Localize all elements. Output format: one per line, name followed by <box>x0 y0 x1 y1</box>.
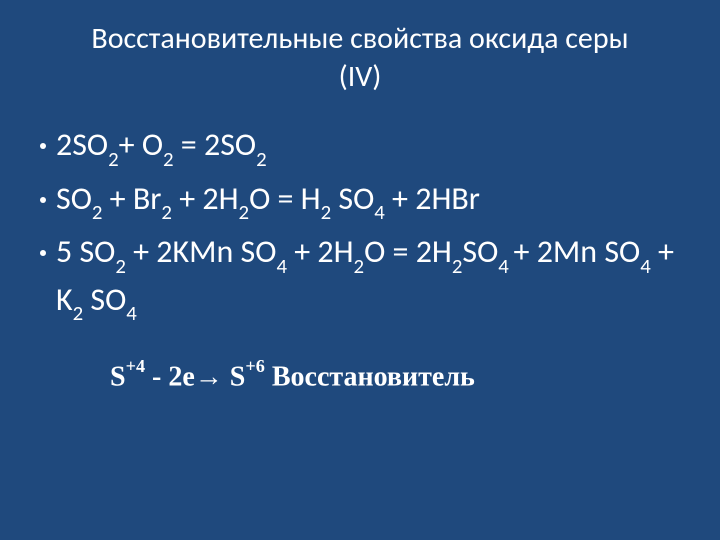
slide-title-line2: (IV) <box>40 58 680 96</box>
equation-text: 5 SO2 + 2KMn SO4 + 2H2O = 2H2SO4 + 2Mn S… <box>56 230 680 325</box>
list-item: SO2 + Br2 + 2H2O = H2 SO4 + 2HBr <box>40 177 680 225</box>
bullet-icon <box>40 250 46 256</box>
list-item: 5 SO2 + 2KMn SO4 + 2H2O = 2H2SO4 + 2Mn S… <box>40 230 680 325</box>
list-item: 2SO2+ O2 = 2SO2 <box>40 123 680 171</box>
slide-title: Восстановительные свойства оксида серы (… <box>40 20 680 95</box>
equation-text: 2SO2+ O2 = 2SO2 <box>56 123 680 171</box>
footer-line: S+4 - 2e→ S+6 Восстановитель <box>40 359 680 393</box>
bullet-icon <box>40 197 46 203</box>
slide-title-line1: Восстановительные свойства оксида серы <box>40 20 680 58</box>
equation-list: 2SO2+ O2 = 2SO2 SO2 + Br2 + 2H2O = H2 SO… <box>40 123 680 325</box>
equation-text: SO2 + Br2 + 2H2O = H2 SO4 + 2HBr <box>56 177 680 225</box>
bullet-icon <box>40 143 46 149</box>
